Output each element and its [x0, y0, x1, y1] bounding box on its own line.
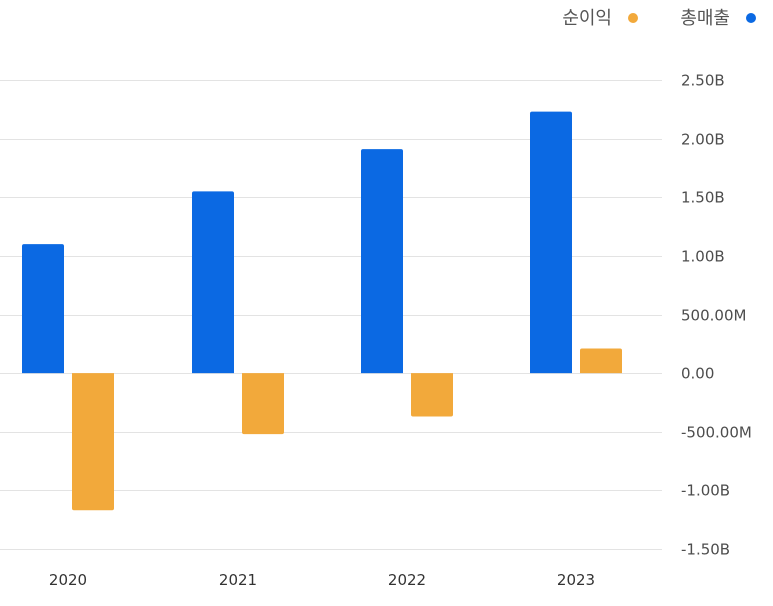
x-axis: 2020 2021 2022 2023 [49, 571, 595, 589]
bar-net-income-2023 [580, 348, 622, 374]
legend-dot-net-income [628, 13, 638, 23]
y-tick-label: 1.50B [681, 189, 725, 207]
bars [22, 111, 622, 511]
bar-total-revenue-2021 [192, 191, 234, 374]
bar-total-revenue-2022 [361, 149, 403, 374]
y-tick-label: 1.00B [681, 248, 725, 266]
y-tick-label: -1.50B [681, 541, 730, 559]
x-tick-label-2022: 2022 [388, 571, 426, 589]
legend-dot-total-revenue [746, 13, 756, 23]
bar-net-income-2022 [411, 373, 453, 417]
legend-label-net-income: 순이익 [562, 8, 612, 29]
y-tick-label: 2.50B [681, 72, 725, 90]
bar-net-income-2021 [242, 373, 284, 435]
y-tick-label: 0.00 [681, 365, 714, 383]
x-tick-label-2021: 2021 [219, 571, 257, 589]
y-tick-label: -500.00M [681, 424, 752, 442]
y-tick-label: -1.00B [681, 482, 730, 500]
bar-net-income-2020 [72, 373, 114, 511]
x-tick-label-2020: 2020 [49, 571, 87, 589]
y-tick-label: 500.00M [681, 307, 746, 325]
y-axis: 2.50B 2.00B 1.50B 1.00B 500.00M 0.00 -500.00M -… [681, 72, 752, 559]
bar-total-revenue-2020 [22, 244, 64, 374]
legend: 순이익 총매출 [562, 8, 756, 29]
legend-label-total-revenue: 총매출 [680, 8, 730, 29]
x-tick-label-2023: 2023 [557, 571, 595, 589]
bar-total-revenue-2023 [530, 111, 572, 374]
y-tick-label: 2.00B [681, 131, 725, 149]
